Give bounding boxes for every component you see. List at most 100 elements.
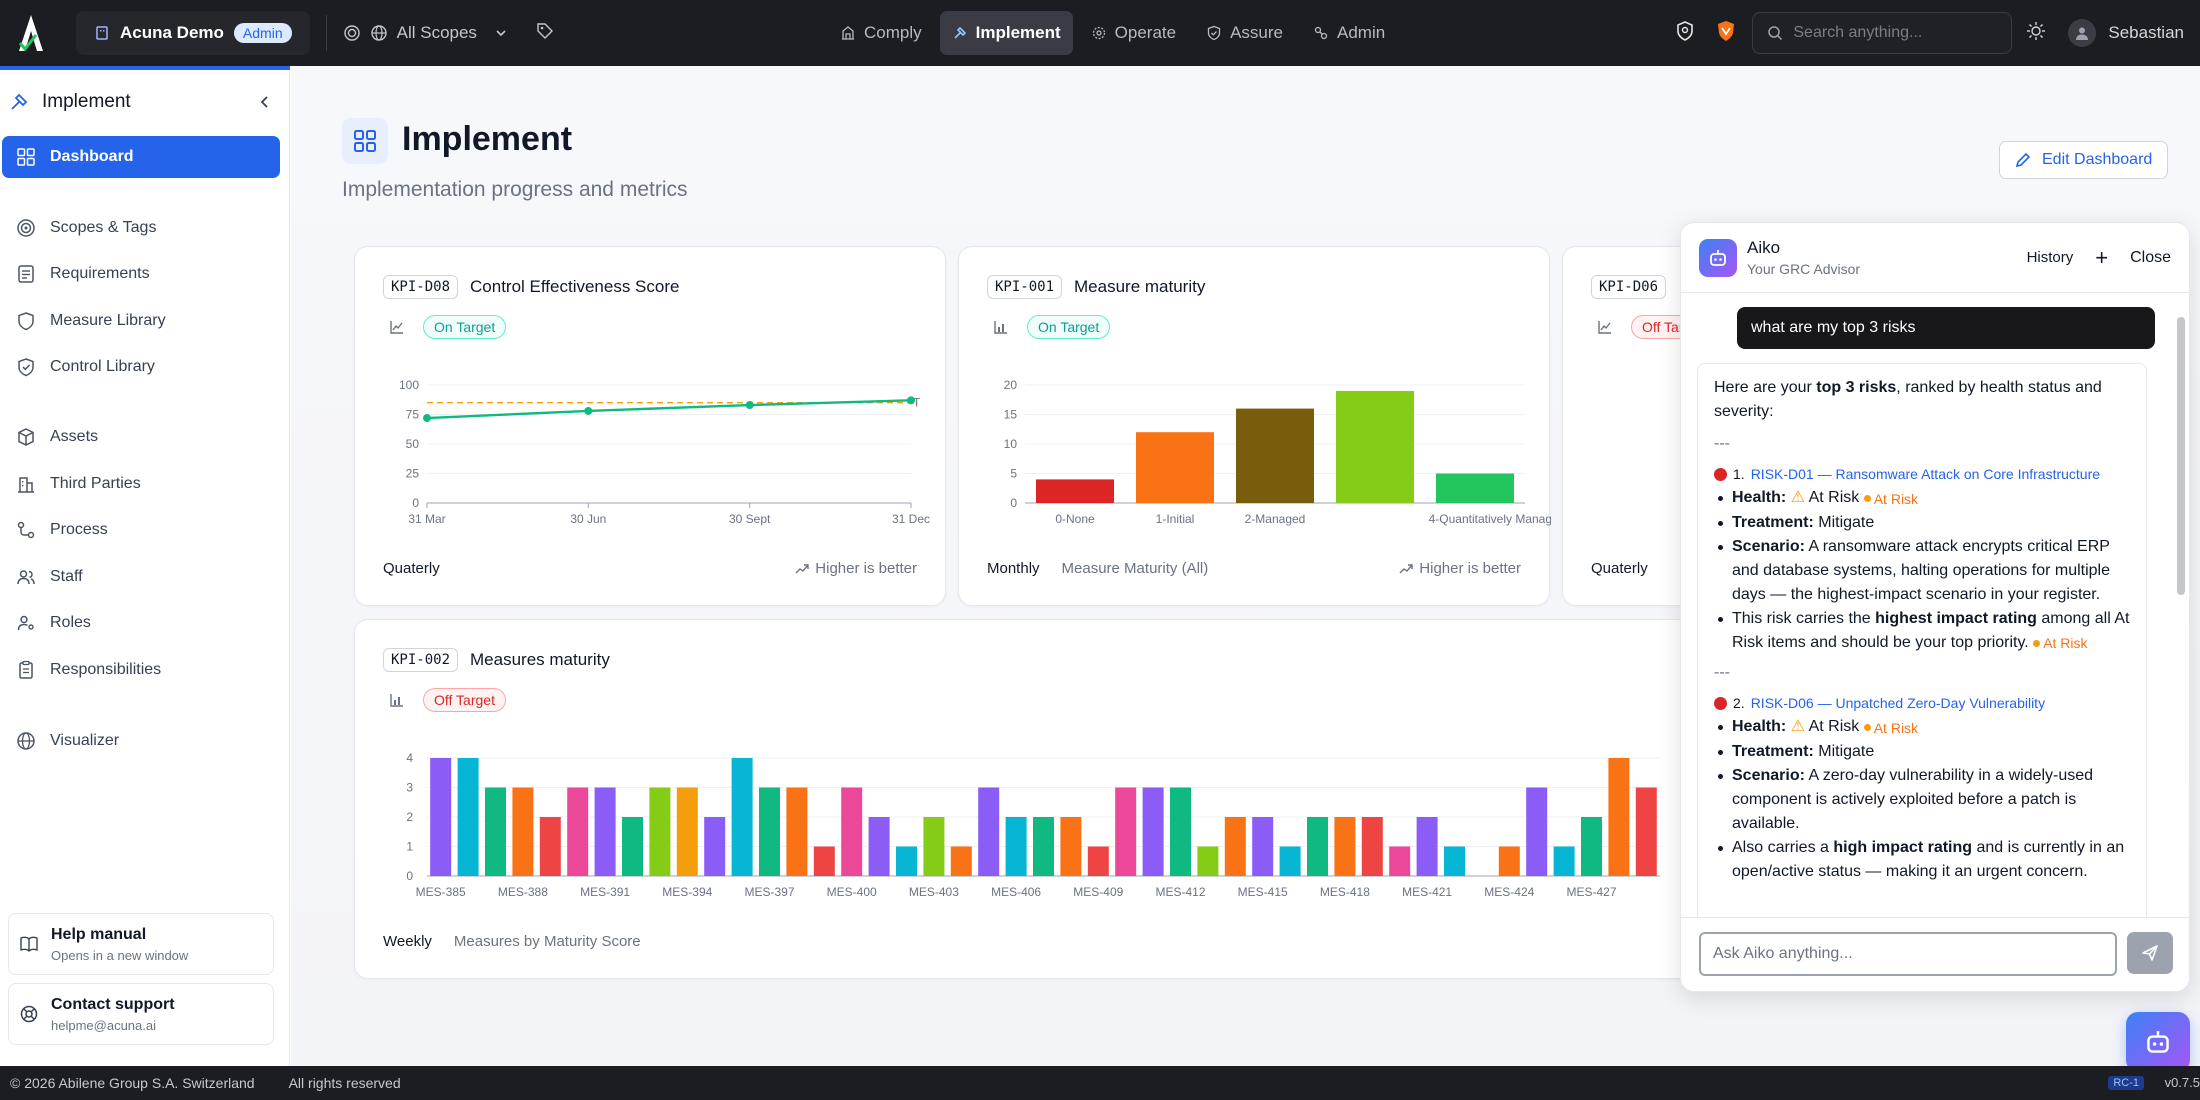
gear-icon	[1092, 26, 1105, 40]
health-value: At Risk	[1808, 489, 1860, 506]
risk-title: 2. RISK-D06 — Unpatched Zero-Day Vulnerab…	[1714, 691, 2130, 715]
kpi-code: KPI-002	[383, 648, 459, 672]
x-tick-label: MES-415	[1238, 885, 1288, 899]
history-button[interactable]: History	[2026, 249, 2074, 266]
nav-implement[interactable]: Implement	[939, 11, 1073, 55]
x-tick-label: 1-Initial	[1156, 512, 1195, 526]
scope-selector[interactable]: All Scopes	[343, 23, 508, 43]
theme-toggle[interactable]	[2026, 21, 2046, 46]
x-tick-label: 4-Quantitatively Managed	[1429, 512, 1551, 526]
sidebar-item-label: Roles	[50, 614, 91, 631]
bar	[567, 787, 589, 876]
contact-support-title: Contact support	[51, 995, 175, 1013]
sidebar-item-requirements[interactable]: Requirements	[2, 253, 280, 295]
sidebar-item-label: Visualizer	[50, 732, 120, 749]
bar	[1036, 479, 1114, 503]
sidebar-item-label: Assets	[50, 428, 99, 445]
chevron-left-icon[interactable]	[257, 94, 273, 110]
chat-input[interactable]	[1699, 932, 2117, 976]
chat-messages[interactable]: what are my top 3 risks Here are your to…	[1681, 293, 2189, 917]
trend-up-icon	[795, 563, 809, 573]
scope-label: All Scopes	[396, 23, 477, 42]
sidebar-item-label: Requirements	[50, 265, 150, 282]
org-switcher[interactable]: Acuna Demo Admin	[76, 11, 310, 55]
tag-button[interactable]	[536, 22, 554, 45]
nav-operate[interactable]: Operate	[1079, 11, 1188, 55]
sidebar: Implement Dashboard Scopes & Tags Requir…	[0, 66, 290, 1066]
sidebar-item-measure-library[interactable]: Measure Library	[2, 300, 280, 342]
health-label: Health:	[1732, 718, 1787, 735]
chat-scrollbar[interactable]	[2177, 317, 2185, 595]
building-icon	[96, 26, 108, 40]
sidebar-item-process[interactable]: Process	[2, 509, 280, 551]
sidebar-item-responsibilities[interactable]: Responsibilities	[2, 649, 280, 691]
x-tick-label: 31 Mar	[408, 512, 445, 526]
sidebar-item-label: Control Library	[50, 358, 155, 375]
x-tick-label: MES-403	[909, 885, 959, 899]
control-effectiveness-chart: 0 25 50 75 100 31 Mar 30 Jun 30 Sept 31 Dec T	[399, 378, 930, 526]
send-button[interactable]	[2127, 932, 2173, 974]
sidebar-item-third-parties[interactable]: Third Parties	[2, 463, 280, 505]
bar	[1334, 817, 1356, 876]
chevron-down-icon	[496, 30, 506, 37]
sidebar-item-control-library[interactable]: Control Library	[2, 346, 280, 388]
note-b: high impact rating	[1833, 838, 1973, 856]
card-header: KPI-D06	[1591, 275, 1667, 299]
scenario-value: A ransomware attack encrypts critical ER…	[1732, 537, 2110, 603]
bar	[1336, 390, 1414, 503]
x-tick-label: 31 Dec	[892, 512, 930, 526]
risk-link[interactable]: RISK-D01 — Ransomware Attack on Core Inf…	[1750, 466, 2101, 482]
kpi-title: Control Effectiveness Score	[470, 277, 680, 296]
line-chart-icon	[390, 321, 403, 334]
direction-indicator: Higher is better	[795, 560, 917, 577]
new-chat-button[interactable]: +	[2095, 244, 2109, 270]
sidebar-item-staff[interactable]: Staff	[2, 556, 280, 598]
filter-label: Measure Maturity (All)	[1061, 560, 1209, 577]
top-bar: Acuna Demo Admin All Scopes Comply Imple…	[0, 0, 2200, 66]
bar-chart-icon	[390, 694, 403, 707]
aiko-launcher-button[interactable]	[2126, 1012, 2190, 1072]
acuna-logo[interactable]	[0, 0, 62, 66]
edit-dashboard-button[interactable]: Edit Dashboard	[1999, 141, 2168, 179]
global-search[interactable]: Search anything...	[1752, 12, 2013, 54]
close-button[interactable]: Close	[2130, 248, 2171, 266]
risk-details: Health: ⚠ At Risk At Risk Treatment: Mit…	[1718, 486, 2130, 655]
brave-shield-button[interactable]	[1714, 19, 1738, 48]
risk-details: Health: ⚠ At Risk At Risk Treatment: Mit…	[1718, 715, 2130, 884]
sidebar-item-assets[interactable]: Assets	[2, 416, 280, 458]
user-menu[interactable]: Sebastian	[2052, 19, 2200, 47]
bot-icon	[2147, 1031, 2169, 1053]
bar	[1307, 817, 1328, 876]
line-chart-icon	[1598, 321, 1611, 334]
nav-assure[interactable]: Assure	[1194, 11, 1295, 55]
book-icon	[20, 936, 38, 952]
nav-implement-label: Implement	[975, 23, 1061, 42]
card-footer: Monthly Measure Maturity (All) Higher is…	[987, 560, 1521, 577]
bar	[1170, 787, 1191, 876]
status-row: Off Target	[389, 688, 506, 712]
risk-link[interactable]: RISK-D06 — Unpatched Zero-Day Vulnerabil…	[1750, 695, 2046, 711]
sidebar-item-label: Process	[50, 521, 108, 538]
globe-icon	[370, 25, 387, 41]
y-tick-label: 4	[406, 751, 413, 765]
sidebar-item-label: Scopes & Tags	[50, 219, 157, 236]
x-tick-label: 2-Managed	[1245, 512, 1306, 526]
sidebar-item-scopes-tags[interactable]: Scopes & Tags	[2, 207, 280, 249]
x-tick-label: MES-388	[498, 885, 548, 899]
x-tick-label: MES-391	[580, 885, 630, 899]
nav-comply[interactable]: Comply	[828, 11, 934, 55]
contact-support-card[interactable]: Contact support helpme@acuna.ai	[8, 983, 274, 1045]
nav-admin[interactable]: Admin	[1301, 11, 1397, 55]
sidebar-item-visualizer[interactable]: Visualizer	[2, 720, 280, 762]
bar	[1361, 817, 1383, 876]
risk-scenario: Scenario: A zero-day vulnerability in a …	[1718, 764, 2130, 836]
sidebar-item-dashboard[interactable]: Dashboard	[2, 136, 280, 178]
red-circle-icon	[1714, 467, 1727, 481]
sidebar-item-roles[interactable]: Roles	[2, 602, 280, 644]
security-shield-button[interactable]	[1674, 20, 1696, 47]
hammer-icon	[11, 93, 28, 110]
bar	[1136, 432, 1214, 503]
shield-check-icon	[18, 358, 34, 377]
help-manual-card[interactable]: Help manual Opens in a new window	[8, 913, 274, 975]
chat-input-row	[1681, 917, 2189, 991]
